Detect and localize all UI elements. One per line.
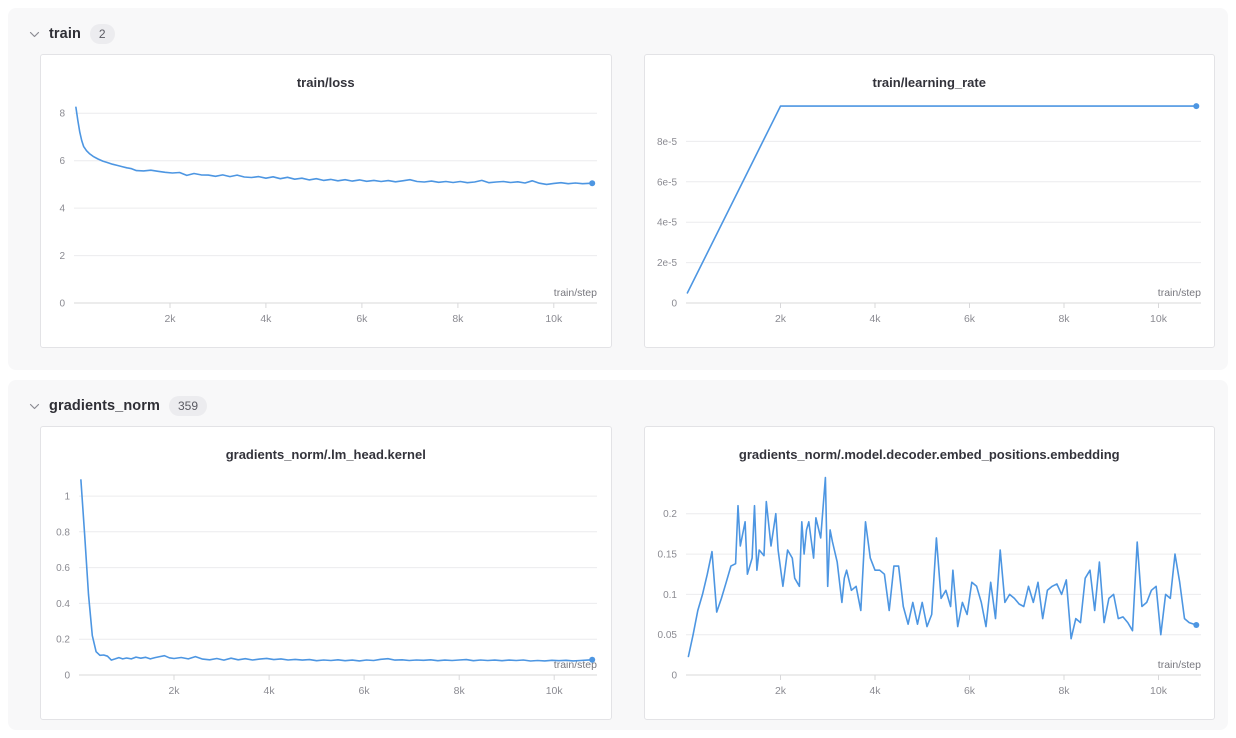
svg-text:8: 8: [59, 109, 65, 120]
svg-text:6k: 6k: [963, 313, 975, 325]
svg-text:train/step: train/step: [1157, 659, 1200, 671]
section-count-badge: 359: [168, 396, 208, 416]
svg-text:4k: 4k: [264, 685, 276, 697]
svg-text:8e-5: 8e-5: [656, 137, 676, 148]
section-train: train 2 train/loss 0 2 4 6 8 2k 4k 6k 8k 10k train…: [8, 8, 1228, 370]
svg-text:2: 2: [59, 251, 65, 262]
svg-text:2k: 2k: [168, 685, 180, 697]
section-count-badge: 2: [89, 24, 115, 44]
svg-text:4k: 4k: [260, 313, 272, 325]
svg-text:0.1: 0.1: [663, 590, 677, 601]
svg-text:0.8: 0.8: [56, 527, 70, 538]
line-chart-train-learning-rate[interactable]: 0 2e-5 4e-5 6e-5 8e-5 2k 4k 6k 8k 10k train/step: [645, 93, 1215, 347]
svg-text:0.05: 0.05: [657, 630, 677, 641]
svg-text:2k: 2k: [774, 313, 786, 325]
chart-title: train/loss: [296, 75, 355, 90]
chart-row: train/loss 0 2 4 6 8 2k 4k 6k 8k 10k train/step tr…: [8, 52, 1228, 348]
svg-text:train/step: train/step: [1157, 287, 1200, 299]
svg-text:4k: 4k: [869, 685, 881, 697]
svg-text:6k: 6k: [359, 685, 371, 697]
svg-text:0: 0: [59, 299, 65, 310]
svg-text:8k: 8k: [1058, 313, 1070, 325]
chart-row: gradients_norm/.lm_head.kernel 0 0.2 0.4 0.…: [8, 424, 1228, 720]
svg-text:train/step: train/step: [554, 659, 597, 671]
svg-text:10k: 10k: [546, 685, 564, 697]
svg-text:6e-5: 6e-5: [656, 177, 676, 188]
svg-text:2e-5: 2e-5: [656, 258, 676, 269]
svg-text:4e-5: 4e-5: [656, 218, 676, 229]
svg-text:6: 6: [59, 156, 65, 167]
section-title: gradients_norm: [49, 398, 160, 414]
chart-title: gradients_norm/.model.decoder.embed_posi…: [738, 447, 1120, 462]
svg-text:1: 1: [64, 492, 70, 503]
section-train-header[interactable]: train 2: [8, 20, 1228, 52]
svg-text:8k: 8k: [454, 685, 466, 697]
chevron-down-icon[interactable]: [28, 400, 40, 412]
chart-card-gradients-lm-head-kernel[interactable]: gradients_norm/.lm_head.kernel 0 0.2 0.4 0.…: [40, 426, 612, 720]
chart-card-gradients-embed-positions[interactable]: gradients_norm/.model.decoder.embed_posi…: [643, 426, 1215, 720]
section-gradients-norm: gradients_norm 359 gradients_norm/.lm_he…: [8, 380, 1228, 730]
svg-text:4: 4: [59, 204, 65, 215]
svg-text:0.15: 0.15: [657, 550, 677, 561]
svg-text:0: 0: [671, 671, 677, 682]
svg-text:4k: 4k: [869, 313, 881, 325]
chart-title: gradients_norm/.lm_head.kernel: [225, 447, 426, 462]
section-gradients-norm-header[interactable]: gradients_norm 359: [8, 392, 1228, 424]
svg-text:0: 0: [671, 299, 677, 310]
svg-text:2k: 2k: [164, 313, 176, 325]
line-chart-gradients-lm-head-kernel[interactable]: 0 0.2 0.4 0.6 0.8 1 2k 4k 6k 8k 10k train/step: [41, 465, 611, 719]
line-chart-gradients-embed-positions[interactable]: 0 0.05 0.1 0.15 0.2 2k 4k 6k 8k 10k train/step: [645, 465, 1215, 719]
svg-text:8k: 8k: [452, 313, 464, 325]
svg-text:0.2: 0.2: [663, 509, 677, 520]
svg-text:10k: 10k: [545, 313, 563, 325]
line-chart-train-loss[interactable]: 0 2 4 6 8 2k 4k 6k 8k 10k train/step: [41, 93, 611, 347]
svg-text:8k: 8k: [1058, 685, 1070, 697]
svg-text:0.4: 0.4: [56, 599, 70, 610]
chart-title: train/learning_rate: [872, 75, 986, 90]
svg-text:6k: 6k: [356, 313, 368, 325]
chart-card-train-learning-rate[interactable]: train/learning_rate 0 2e-5 4e-5 6e-5 8e-5 2k 4…: [643, 54, 1215, 348]
svg-text:0.6: 0.6: [56, 563, 70, 574]
svg-text:10k: 10k: [1150, 313, 1168, 325]
chart-card-train-loss[interactable]: train/loss 0 2 4 6 8 2k 4k 6k 8k 10k train/step: [40, 54, 612, 348]
section-title: train: [49, 26, 81, 42]
svg-text:6k: 6k: [963, 685, 975, 697]
svg-text:0: 0: [64, 671, 70, 682]
svg-text:2k: 2k: [774, 685, 786, 697]
svg-text:train/step: train/step: [554, 287, 597, 299]
svg-text:10k: 10k: [1150, 685, 1168, 697]
svg-text:0.2: 0.2: [56, 635, 70, 646]
chevron-down-icon[interactable]: [28, 28, 40, 40]
